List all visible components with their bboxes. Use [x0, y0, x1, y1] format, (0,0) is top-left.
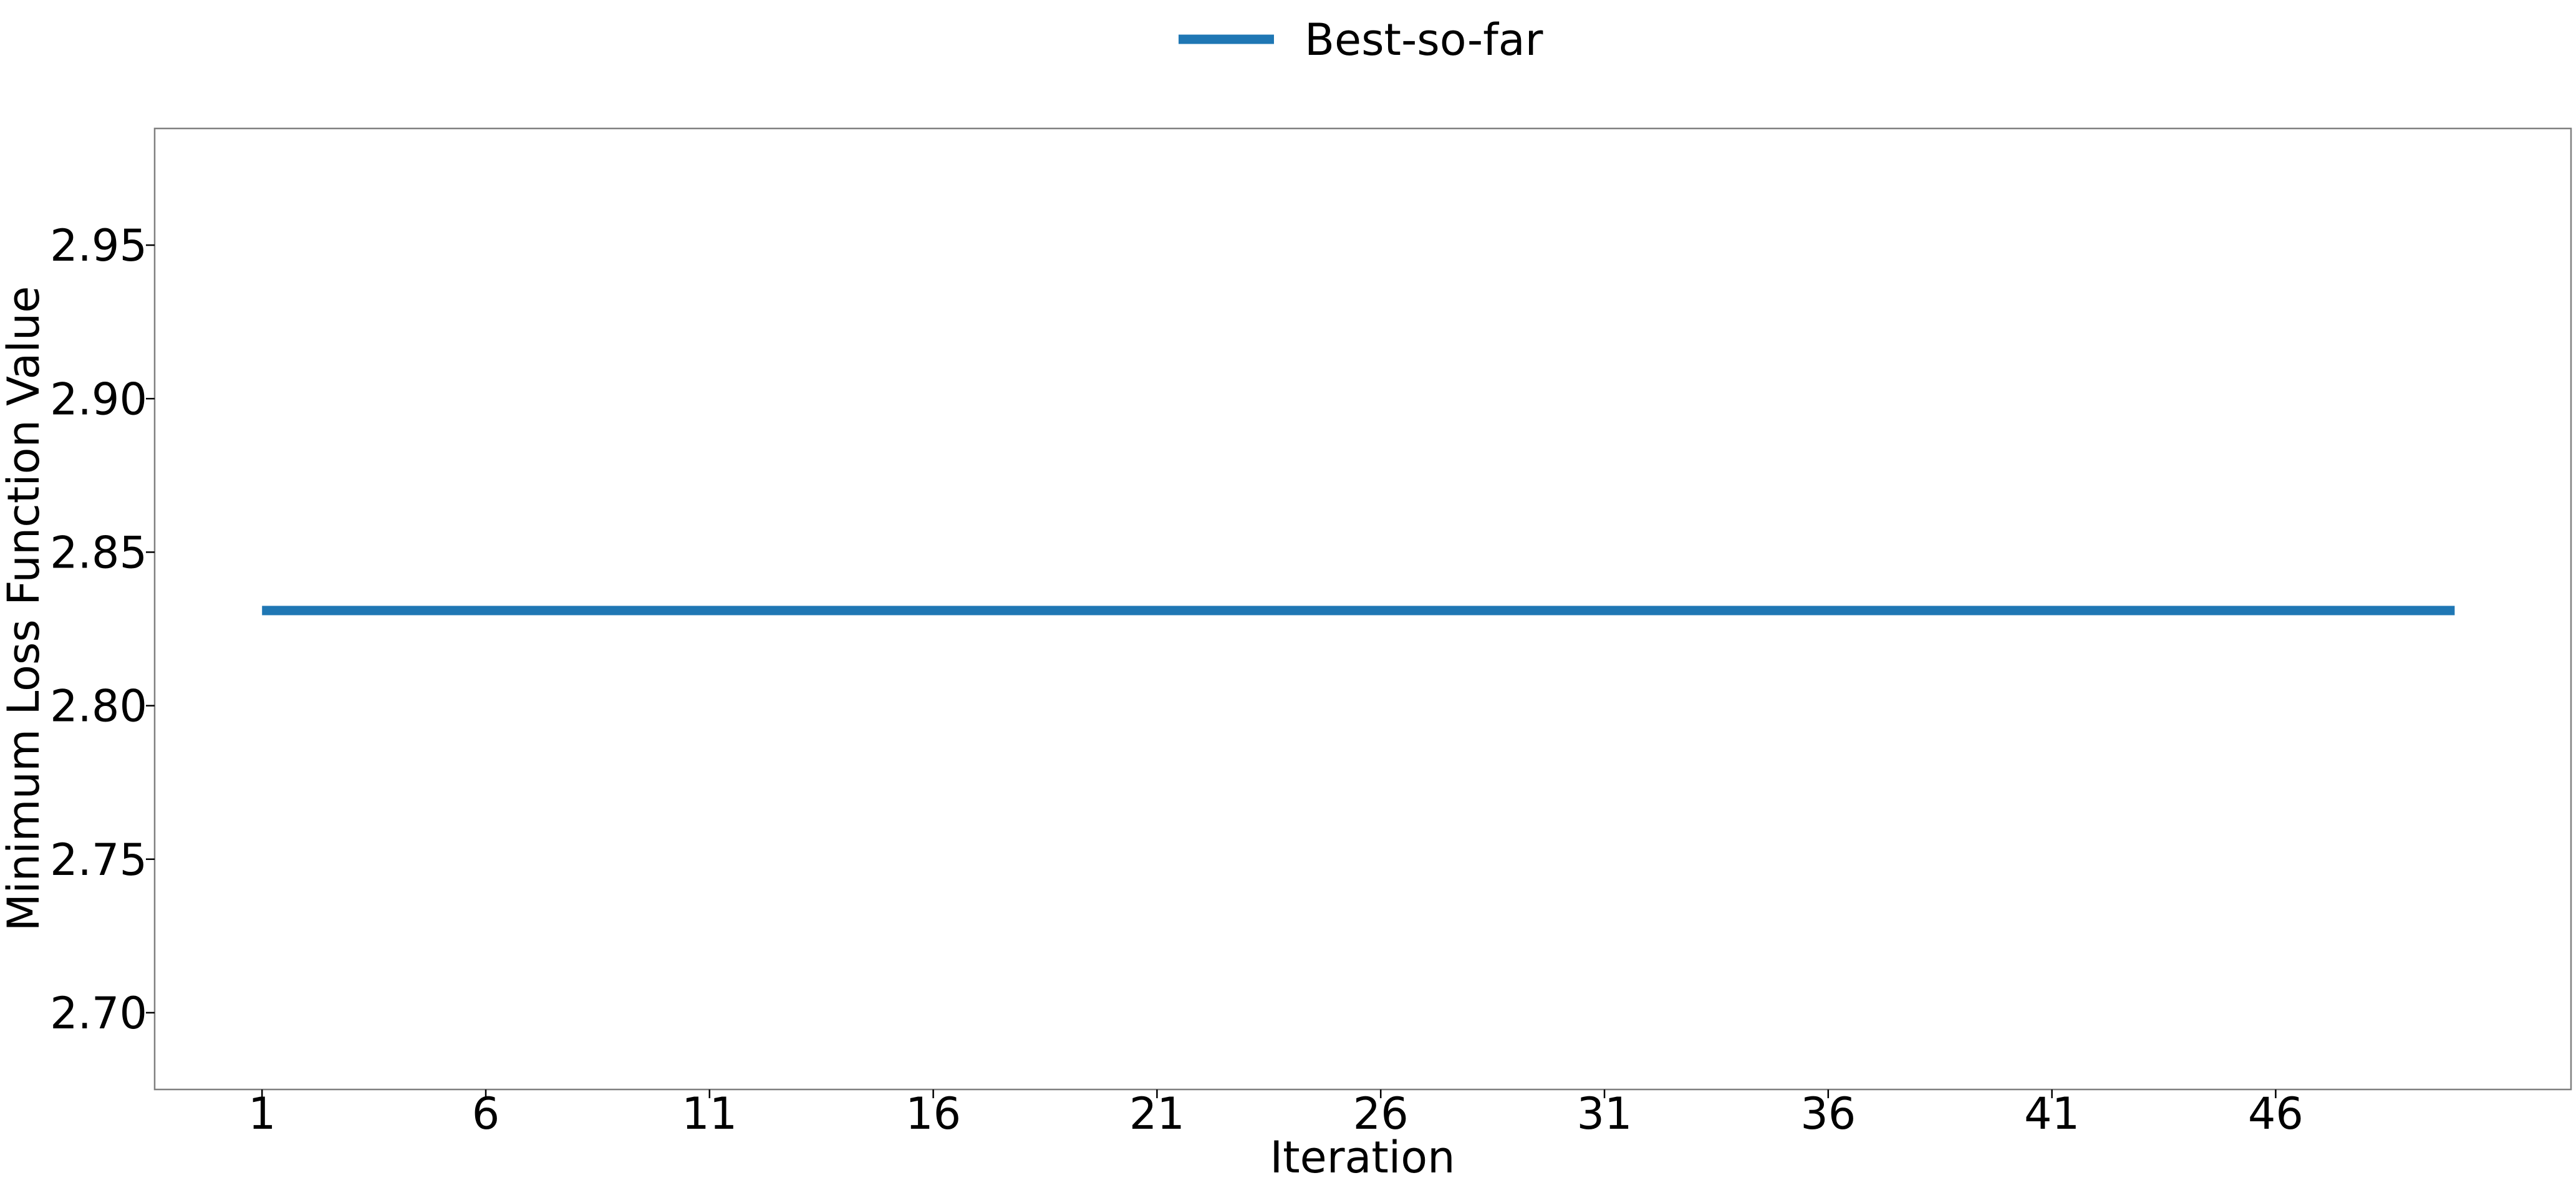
y-tick-label: 2.95: [50, 220, 147, 271]
x-axis: 1 6 11 16 21 26 31 36 41 46: [248, 1088, 2303, 1139]
plot-area-frame: [153, 127, 2572, 1091]
y-tick-label: 2.85: [50, 527, 147, 578]
y-tick-label: 2.75: [50, 834, 147, 886]
x-tick-label: 41: [2024, 1088, 2080, 1139]
legend: Best-so-far: [1179, 14, 1543, 65]
y-tick-label: 2.70: [50, 988, 147, 1039]
x-tick-label: 6: [472, 1088, 500, 1139]
x-tick-label: 31: [1576, 1088, 1632, 1139]
x-tick-label: 46: [2248, 1088, 2303, 1139]
legend-label-best-so-far: Best-so-far: [1305, 14, 1543, 65]
x-tick-label: 36: [1800, 1088, 1856, 1139]
x-tick-label: 21: [1129, 1088, 1185, 1139]
y-axis: 2.70 2.75 2.80 2.85 2.90 2.95: [50, 220, 155, 1039]
x-tick-label: 26: [1353, 1088, 1409, 1139]
y-axis-label: Minimum Loss Function Value: [0, 286, 49, 932]
x-tick-label: 16: [905, 1088, 961, 1139]
x-tick-label: 11: [682, 1088, 737, 1139]
y-tick-label: 2.90: [50, 374, 147, 425]
y-tick-label: 2.80: [50, 681, 147, 732]
x-axis-label: Iteration: [1270, 1132, 1455, 1183]
x-tick-label: 1: [248, 1088, 276, 1139]
